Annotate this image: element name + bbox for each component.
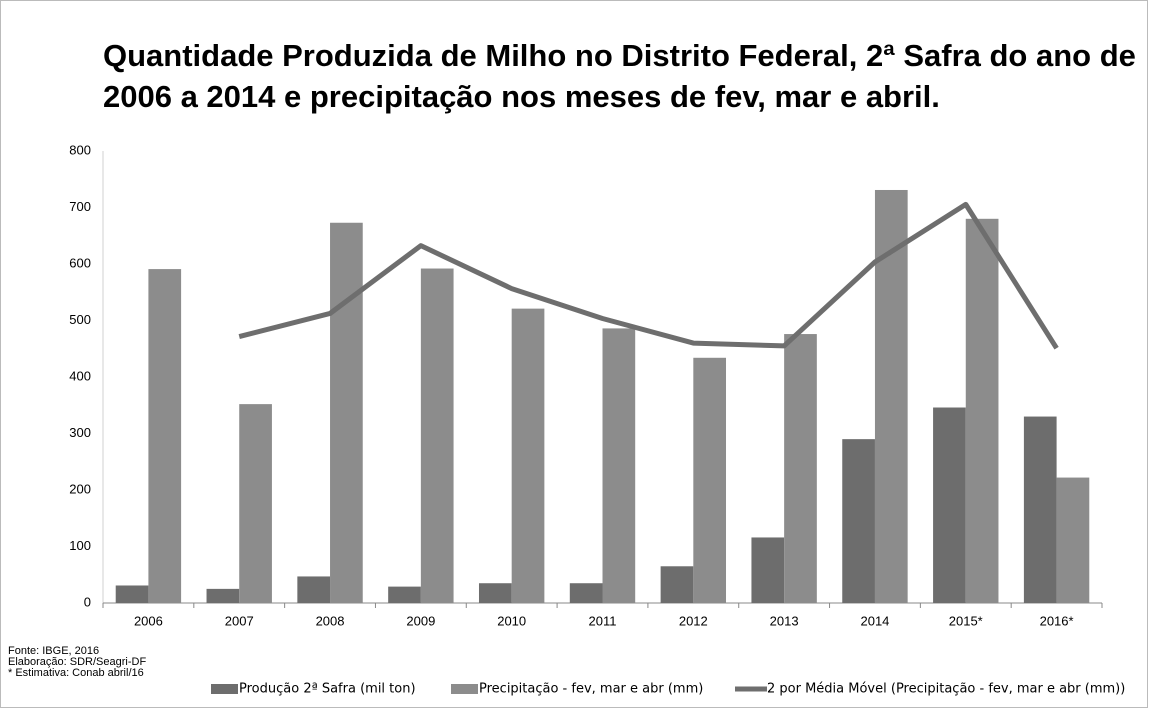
bar	[602, 328, 636, 603]
bar	[933, 407, 966, 603]
x-tick-label: 2009	[406, 613, 435, 628]
x-tick-label: 2007	[225, 613, 254, 628]
bar	[388, 586, 421, 603]
chart-title: Quantidade Produzida de Milho no Distrit…	[103, 38, 1136, 73]
bar	[511, 308, 545, 603]
note: * Estimativa: Conab abril/16	[8, 667, 144, 679]
x-tick-label: 2013	[770, 613, 799, 628]
bar	[478, 583, 512, 603]
x-tick-label: 2014	[860, 613, 889, 628]
bar	[1023, 416, 1057, 603]
x-tick-label: 2016*	[1040, 613, 1074, 628]
bar	[965, 218, 999, 604]
legend-label: Produção 2ª Safra (mil ton)	[239, 682, 416, 697]
bar	[297, 576, 331, 603]
y-tick-label: 800	[69, 142, 91, 157]
bar	[420, 268, 454, 603]
note: Fonte: IBGE, 2016	[8, 645, 99, 657]
legend-swatch	[211, 684, 238, 694]
y-tick-label: 700	[69, 199, 91, 214]
bar	[239, 404, 272, 603]
note: Elaboração: SDR/Seagri-DF	[8, 656, 146, 668]
bar	[842, 439, 875, 603]
bar	[330, 222, 363, 603]
y-tick-label: 0	[84, 594, 91, 609]
y-tick-label: 200	[69, 481, 91, 496]
bar	[784, 334, 817, 603]
x-tick-label: 2006	[134, 613, 163, 628]
x-tick-label: 2015*	[949, 613, 983, 628]
x-tick-label: 2008	[316, 613, 345, 628]
legend-swatch	[451, 684, 478, 694]
bar	[569, 583, 603, 603]
bar	[751, 537, 785, 603]
bar	[148, 269, 182, 603]
chart-title: 2006 a 2014 e precipitação nos meses de …	[103, 79, 940, 114]
x-tick-label: 2011	[589, 613, 617, 628]
bar	[1056, 477, 1090, 603]
legend-label: Precipitação - fev, mar e abr (mm)	[479, 682, 703, 697]
y-tick-label: 400	[69, 368, 91, 383]
y-tick-label: 100	[69, 538, 91, 553]
legend-label: 2 por Média Móvel (Precipitação - fev, m…	[767, 682, 1125, 697]
bar	[660, 566, 694, 603]
x-tick-label: 2012	[679, 613, 708, 628]
y-tick-label: 600	[69, 255, 91, 270]
y-tick-label: 500	[69, 312, 91, 327]
bar	[693, 357, 727, 603]
y-tick-label: 300	[69, 425, 91, 440]
bar	[115, 585, 149, 603]
x-tick-label: 2010	[497, 613, 526, 628]
bar	[206, 588, 240, 603]
line	[238, 201, 1059, 350]
